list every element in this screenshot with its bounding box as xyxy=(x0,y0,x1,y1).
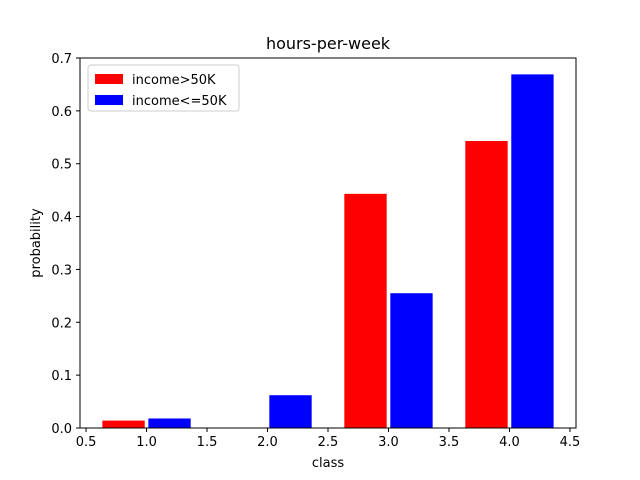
bar-income-le-50k-2 xyxy=(390,293,433,428)
legend-label: income<=50K xyxy=(132,94,227,109)
chart-title: hours-per-week xyxy=(266,34,391,53)
legend-swatch xyxy=(95,74,123,84)
bar-income-le-50k-0 xyxy=(148,418,191,428)
legend-swatch xyxy=(95,95,123,105)
legend: income>50K income<=50K xyxy=(87,64,240,112)
x-tick-label: 3.0 xyxy=(378,435,399,450)
y-tick-label: 0.0 xyxy=(51,422,72,437)
x-tick-label: 2.5 xyxy=(318,435,339,450)
y-tick-label: 0.6 xyxy=(51,105,72,120)
bar-income-gt-50k-2 xyxy=(344,193,387,428)
x-tick-label: 4.0 xyxy=(499,435,520,450)
x-tick-label: 3.5 xyxy=(439,435,460,450)
y-tick-label: 0.5 xyxy=(51,158,72,173)
y-tick-label: 0.3 xyxy=(51,263,72,278)
bar-income-le-50k-3 xyxy=(511,74,554,428)
bar-income-gt-50k-3 xyxy=(465,140,508,428)
x-tick-label: 4.5 xyxy=(560,435,581,450)
y-tick-label: 0.2 xyxy=(51,316,72,331)
x-axis: 0.5 1.0 1.5 2.0 2.5 3.0 3.5 4.0 4.5 xyxy=(76,428,581,450)
y-axis: 0.0 0.1 0.2 0.3 0.4 0.5 0.6 0.7 xyxy=(51,52,80,437)
y-axis-label: probability xyxy=(29,208,44,278)
bars-layer xyxy=(102,74,554,428)
y-tick-label: 0.4 xyxy=(51,211,72,226)
x-tick-label: 1.0 xyxy=(136,435,157,450)
bar-income-le-50k-1 xyxy=(269,395,312,428)
y-tick-label: 0.1 xyxy=(51,369,72,384)
x-axis-label: class xyxy=(312,456,344,471)
legend-box xyxy=(87,64,240,112)
x-tick-label: 2.0 xyxy=(257,435,278,450)
bar-income-gt-50k-0 xyxy=(102,420,145,428)
x-tick-label: 1.5 xyxy=(197,435,218,450)
x-tick-label: 0.5 xyxy=(76,435,97,450)
legend-label: income>50K xyxy=(132,73,216,88)
y-tick-label: 0.7 xyxy=(51,52,72,67)
